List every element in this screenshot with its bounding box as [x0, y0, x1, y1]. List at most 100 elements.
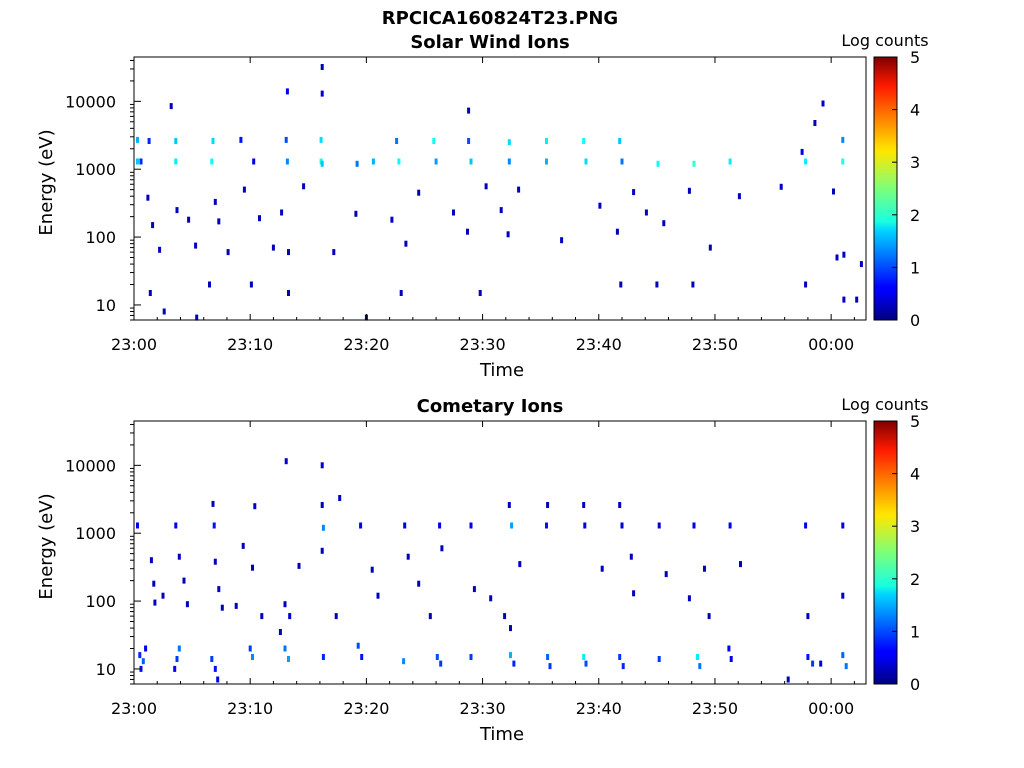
data-cell: [136, 522, 139, 529]
x-axis-label: Time: [479, 360, 524, 381]
colorbar-tick-label: 1: [910, 258, 920, 277]
data-cell: [248, 645, 252, 652]
data-cell: [213, 558, 217, 565]
data-cell: [390, 216, 394, 223]
data-cell: [226, 249, 230, 256]
data-cell: [288, 613, 292, 620]
data-cell: [320, 547, 324, 554]
x-axis-label: Time: [479, 724, 524, 745]
x-tick-label: 23:20: [343, 335, 389, 354]
data-cell: [210, 158, 214, 165]
x-tick-label: 23:30: [460, 699, 506, 718]
data-cell: [213, 665, 217, 672]
data-cell: [632, 189, 636, 196]
data-cell: [395, 138, 399, 144]
data-cell: [507, 139, 511, 146]
data-cell: [376, 592, 380, 599]
data-cell: [302, 183, 306, 190]
data-cell: [819, 660, 823, 667]
data-cell: [506, 231, 510, 238]
data-cell: [280, 209, 284, 216]
data-cell: [285, 158, 289, 165]
data-cell: [239, 136, 243, 143]
data-cell: [177, 645, 181, 652]
data-cell: [162, 308, 166, 315]
y-tick-label: 10: [96, 296, 116, 315]
data-cell: [149, 557, 153, 564]
data-cell: [655, 281, 659, 288]
data-cell: [136, 136, 139, 143]
data-cell: [213, 198, 217, 205]
x-tick-label: 23:50: [692, 335, 738, 354]
data-cell: [621, 663, 625, 670]
data-cell: [399, 290, 403, 296]
data-cell: [644, 209, 648, 216]
colorbar-title: Log counts: [841, 395, 928, 414]
data-cell: [545, 522, 548, 529]
colorbar-tick-label: 5: [910, 48, 920, 67]
data-cell: [234, 602, 238, 609]
data-cell: [242, 186, 246, 193]
x-tick-label: 23:40: [576, 335, 622, 354]
x-tick-label: 23:50: [692, 699, 738, 718]
colorbar-tick-label: 0: [910, 311, 920, 330]
data-cell: [509, 652, 512, 659]
data-cell: [452, 209, 455, 216]
data-cell: [287, 290, 290, 296]
data-cell: [472, 586, 476, 593]
data-cell: [548, 663, 552, 670]
data-cell: [211, 500, 215, 507]
data-cell: [151, 222, 155, 229]
data-cell: [141, 658, 145, 665]
data-cell: [841, 136, 845, 143]
data-cell: [800, 148, 804, 155]
data-cell: [320, 462, 324, 469]
data-cell: [402, 658, 406, 665]
data-cell: [582, 654, 586, 660]
data-cell: [664, 571, 668, 578]
data-cell: [703, 565, 706, 572]
data-cell: [174, 158, 178, 165]
data-cell: [620, 522, 624, 529]
data-cell: [319, 136, 323, 143]
data-cell: [545, 138, 548, 144]
colorbar-title: Log counts: [841, 31, 928, 50]
data-cell: [510, 522, 514, 529]
data-cell: [146, 194, 150, 201]
data-cell: [439, 660, 443, 667]
data-cell: [727, 645, 731, 652]
panel-title: Solar Wind Ions: [410, 32, 569, 53]
data-cell: [283, 601, 287, 608]
data-cell: [139, 158, 143, 165]
data-cell: [618, 654, 622, 660]
x-tick-label: 23:10: [227, 699, 273, 718]
data-cell: [582, 502, 586, 508]
y-tick-label: 100: [85, 228, 116, 247]
data-cell: [287, 249, 290, 256]
data-cell: [173, 665, 177, 672]
data-cell: [600, 565, 604, 572]
x-tick-label: 23:20: [343, 699, 389, 718]
data-cell: [841, 522, 845, 529]
data-cell: [841, 652, 845, 659]
data-cell: [467, 138, 471, 144]
data-cell: [469, 654, 473, 660]
y-tick-label: 1000: [75, 524, 116, 543]
data-cell: [584, 158, 588, 165]
data-cell: [217, 218, 221, 225]
data-cell: [278, 629, 282, 635]
x-tick-label: 23:00: [111, 335, 157, 354]
x-tick-label: 23:40: [576, 699, 622, 718]
data-cell: [136, 158, 139, 165]
plot-frame: [133, 56, 867, 321]
data-cell: [657, 656, 661, 662]
colorbar: [873, 56, 898, 321]
data-cell: [297, 562, 301, 569]
data-cell: [283, 645, 287, 652]
data-cell: [138, 652, 142, 659]
data-cell: [583, 522, 587, 529]
data-cell: [435, 654, 439, 660]
data-cell: [835, 254, 839, 261]
y-axis-label: Energy (eV): [36, 493, 57, 599]
